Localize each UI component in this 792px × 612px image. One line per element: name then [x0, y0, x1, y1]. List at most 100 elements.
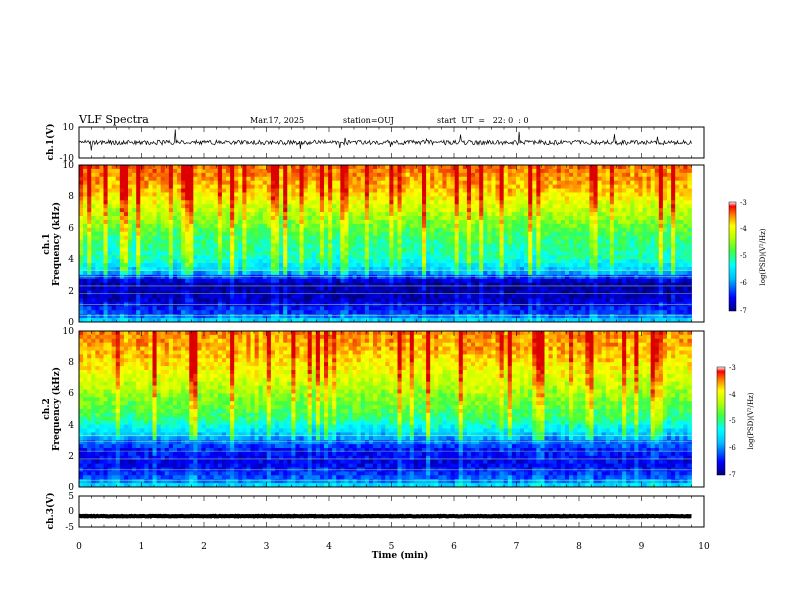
ch1-spectrogram-cell: [213, 176, 219, 182]
ch1-spectrogram-cell: [577, 235, 582, 240]
ch1-spectrogram-cell: [377, 192, 382, 197]
ch1-spectrogram-cell: [446, 168, 451, 174]
ch1-spectrogram-cell: [332, 212, 337, 217]
ch1-spectrogram-cell: [226, 192, 231, 197]
ch1-spectrogram-cell: [250, 282, 255, 288]
ch1-spectrogram-cell: [189, 243, 194, 248]
ch1-spectrogram-cell: [573, 251, 578, 256]
ch1-spectrogram-cell: [479, 219, 484, 225]
ch1-spectrogram-cell: [328, 219, 333, 225]
ch1-spectrogram-cell: [381, 219, 386, 225]
ch1-spectrogram-cell: [205, 168, 211, 174]
ch1-spectrogram-cell: [328, 165, 333, 170]
ch1-spectrogram-cell: [671, 192, 676, 197]
ch1-spectrogram-cell: [507, 223, 513, 229]
ch1-spectrogram-cell: [528, 216, 533, 221]
ch1-spectrogram-cell: [675, 247, 680, 252]
ch1-spectrogram-cell: [213, 278, 219, 284]
ch1-spectrogram-cell: [344, 286, 349, 292]
ch1-spectrogram-cell: [128, 255, 133, 260]
ch1-spectrogram-cell: [95, 165, 100, 170]
ch1-spectrogram-cell: [87, 251, 92, 256]
ch1-spectrogram-cell: [434, 200, 439, 205]
ch1-spectrogram-cell: [115, 219, 121, 225]
ch1-spectrogram-cell: [503, 282, 509, 288]
ch1-spectrogram-cell: [266, 216, 272, 221]
ch1-spectrogram-cell: [544, 204, 549, 209]
ch1-spectrogram-cell: [258, 196, 264, 201]
ch1-spectrogram-cell: [160, 172, 166, 178]
ch1-spectrogram-cell: [160, 188, 166, 193]
ch1-spectrogram-cell: [422, 286, 427, 292]
ch1-spectrogram-cell: [564, 255, 570, 260]
ch1-spectrogram-cell: [291, 278, 296, 284]
ch1-spectrogram-cell: [193, 200, 198, 205]
ch1-spectrogram-cell: [650, 286, 656, 292]
ch1-spectrogram-cell: [589, 223, 594, 229]
ch1-spectrogram-cell: [144, 267, 149, 272]
ch1-spectrogram-cell: [156, 208, 162, 213]
ch1-spectrogram-cell: [675, 200, 680, 205]
ch1-spectrogram-cell: [250, 231, 255, 237]
ch1-spectrogram-cell: [422, 247, 427, 252]
ch1-spectrogram-cell: [605, 282, 611, 288]
ch1-spectrogram-cell: [360, 270, 366, 276]
ch1-spectrogram-cell: [83, 219, 88, 225]
ch1-spectrogram-cell: [675, 212, 680, 217]
ch1-spectrogram-cell: [495, 282, 500, 288]
ch1-spectrogram-cell: [515, 274, 521, 280]
ch1-spectrogram-cell: [671, 168, 676, 174]
ch1-spectrogram-cell: [356, 216, 362, 221]
ch1-spectrogram-cell: [95, 274, 100, 280]
ch1-spectrogram-cell: [197, 231, 202, 237]
ch1-spectrogram-cell: [442, 235, 447, 240]
ch1-spectrogram-cell: [650, 282, 656, 288]
ch1-spectrogram-cell: [683, 168, 688, 174]
ch1-spectrogram-cell: [503, 196, 509, 201]
ch1-spectrogram-cell: [246, 235, 251, 240]
ch1-spectrogram-cell: [164, 168, 170, 174]
ch1-spectrogram-cell: [491, 188, 496, 193]
ch1-spectrogram-cell: [507, 212, 513, 217]
ch1-spectrogram-cell: [91, 263, 96, 268]
ch1-spectrogram-cell: [662, 200, 668, 205]
ch1-spectrogram-cell: [128, 172, 133, 178]
ch1-spectrogram-cell: [164, 184, 170, 189]
ch1-spectrogram-cell: [132, 208, 137, 213]
ch1-spectrogram-cell: [618, 259, 623, 264]
ch1-spectrogram-cell: [511, 227, 517, 233]
ch1-spectrogram-cell: [303, 239, 309, 244]
ch1-spectrogram-cell: [654, 184, 660, 189]
ch1-spectrogram-cell: [177, 243, 182, 248]
ch1-spectrogram-cell: [311, 282, 317, 288]
ch1-spectrogram-cell: [524, 259, 529, 264]
ch1-spectrogram-cell: [462, 251, 468, 256]
ch1-spectrogram-cell: [262, 270, 268, 276]
ch1-spectrogram-cell: [189, 176, 194, 182]
ch1-spectrogram-cell: [462, 274, 468, 280]
ch1-spectrogram-cell: [511, 208, 517, 213]
ch1-spectrogram-cell: [536, 192, 541, 197]
ch1-spectrogram-cell: [654, 255, 660, 260]
ch1-spectrogram-cell: [172, 251, 178, 256]
ch1-spectrogram-cell: [662, 274, 668, 280]
ch1-spectrogram-cell: [156, 212, 162, 217]
ch1-spectrogram-cell: [671, 227, 676, 233]
ch1-spectrogram-cell: [454, 223, 460, 229]
ch1-spectrogram-cell: [528, 200, 533, 205]
ch1-spectrogram-cell: [438, 188, 443, 193]
ch1-spectrogram-cell: [389, 259, 394, 264]
ch1-spectrogram-cell: [667, 216, 672, 221]
ch1-spectrogram-cell: [254, 188, 260, 193]
ch1-spectrogram-cell: [299, 282, 304, 288]
ch1-spectrogram-cell: [422, 227, 427, 233]
ch1-spectrogram-cell: [226, 165, 231, 170]
ch1-spectrogram-cell: [609, 263, 615, 268]
ch1-spectrogram-cell: [91, 231, 96, 237]
ch1-spectrogram-cell: [524, 223, 529, 229]
ch1-spectrogram-cell: [569, 216, 574, 221]
ch1-spectrogram-cell: [524, 263, 529, 268]
ch1-spectrogram-cell: [397, 216, 402, 221]
ch1-spectrogram-cell: [622, 176, 627, 182]
ch1-spectrogram-cell: [87, 263, 92, 268]
